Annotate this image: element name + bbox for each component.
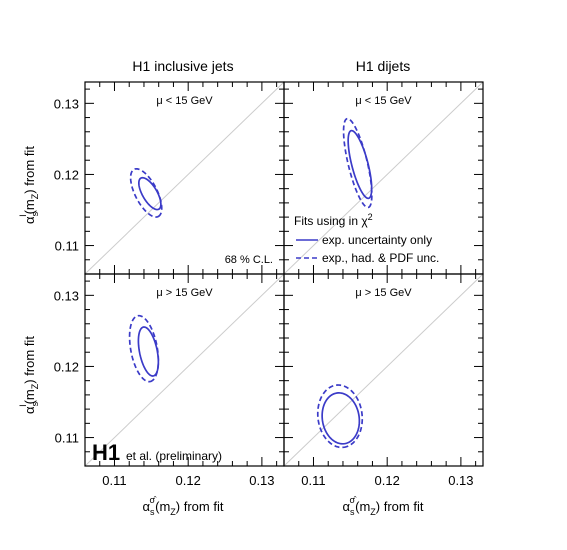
x-axis-label-left: αsσ̂(mZ) from fit [143,495,224,517]
svg-text:αsI(mZ) from fit: αsI(mZ) from fit [18,336,40,414]
y-tick-label: 0.13 [54,96,79,111]
svg-text:αsI(mZ) from fit: αsI(mZ) from fit [18,146,40,224]
y-tick-label: 0.11 [55,431,79,446]
diagonal-line [283,273,484,467]
legend: Fits using in χ2 exp. uncertainty only e… [294,212,439,265]
solid-contour-ellipse [321,392,361,445]
scale-range-label: μ < 15 GeV [156,95,213,107]
x-tick-label: 0.13 [448,473,473,488]
column-title-dijets: H1 dijets [356,58,410,74]
y-tick-label: 0.13 [54,288,79,303]
panel-top-left: 0.11 0.12 0.13 μ < 15 GeV [54,81,285,275]
dashed-contour-ellipse [128,314,160,383]
panel-bottom-left: 0.11 0.12 0.13 0.11 0.12 0.13 μ > 15 GeV [54,273,285,488]
scale-range-label: μ > 15 GeV [355,287,412,299]
y-tick-label: 0.12 [54,167,79,182]
x-tick-label: 0.12 [176,473,201,488]
panel-bottom-right: 0.11 0.12 0.13 μ > 15 GeV [283,273,484,488]
solid-contour-ellipse [137,176,162,211]
scale-range-label: μ < 15 GeV [355,95,412,107]
legend-solid-label: exp. uncertainty only [322,233,432,247]
solid-contour-ellipse [137,326,160,377]
y-tick-label: 0.11 [55,239,79,254]
dashed-contour-ellipse [129,167,163,218]
diagonal-line [84,273,285,467]
x-tick-label: 0.13 [249,473,274,488]
x-axis-label-right: αsσ̂(mZ) from fit [343,495,424,517]
y-tick-label: 0.12 [54,359,79,374]
h1-brand-subtext: et al. (preliminary) [126,449,222,463]
h1-logo-text: H1 [92,440,120,465]
confidence-level-label: 68 % C.L. [225,254,273,266]
h1-brand-label: H1 et al. (preliminary) [92,440,222,465]
diagonal-line [283,81,484,275]
x-tick-label: 0.11 [102,473,126,488]
scale-range-label: μ > 15 GeV [156,287,213,299]
panel-frame [283,273,484,467]
x-tick-label: 0.11 [301,473,325,488]
diagonal-line [84,81,285,275]
dashed-contour-ellipse [316,384,364,449]
column-title-inclusive-jets: H1 inclusive jets [132,58,233,74]
legend-dashed-label: exp., had. & PDF unc. [322,251,439,265]
panels: 0.11 0.12 0.13 μ < 15 GeV μ < 15 GeV 0.11 0.12… [54,81,484,488]
legend-title: Fits using in χ2 [294,212,373,228]
x-tick-label: 0.12 [375,473,400,488]
y-axis-label-bottom: αsI(mZ) from fit [18,336,40,414]
y-axis-label-top: αsI(mZ) from fit [18,146,40,224]
dashed-contour-ellipse [342,117,373,209]
